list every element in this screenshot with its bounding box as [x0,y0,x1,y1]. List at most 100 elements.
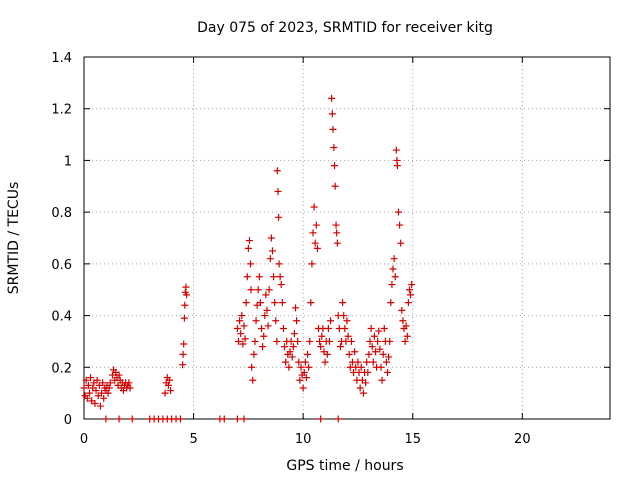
data-point [273,337,281,345]
chart-title: Day 075 of 2023, SRMTID for receiver kit… [197,20,493,36]
data-point [275,213,283,221]
data-point [396,221,404,229]
data-point [306,337,314,345]
data-point [332,221,340,229]
data-point [272,317,280,325]
data-point [83,394,91,402]
data-point [367,325,375,332]
data-point [237,330,245,338]
data-point [343,317,351,325]
data-point [398,306,406,314]
x-tick-label: 20 [514,432,531,447]
data-point [397,239,405,247]
data-point [255,273,263,281]
data-point [265,286,273,294]
data-point [238,312,246,320]
data-point [328,94,336,102]
data-point [264,322,272,330]
data-point [347,337,355,345]
data-point [249,376,257,384]
axis-ticks [83,56,610,420]
data-point [390,255,398,263]
data-point [98,389,106,397]
data-point [339,299,347,307]
data-point [382,358,390,366]
data-point [313,244,321,252]
data-point [345,350,353,358]
data-point [323,350,331,358]
data-point [354,358,362,366]
data-point [317,343,325,351]
data-point [252,317,260,325]
data-point [179,350,187,358]
data-point [318,332,326,340]
data-point [301,358,309,366]
data-point [308,260,316,268]
data-point [82,376,90,384]
data-point [262,291,270,299]
data-point [333,229,341,237]
data-point [392,146,400,154]
data-point [182,283,190,291]
data-point [341,325,349,332]
data-point [376,345,384,353]
data-point [266,255,274,263]
data-point [161,389,169,397]
data-point [106,379,114,387]
data-point [305,363,313,371]
data-point [180,314,188,322]
data-point [275,260,283,268]
data-point [321,358,329,366]
data-point [167,387,175,395]
data-point [375,327,383,335]
data-point [281,343,289,351]
data-point [164,381,172,389]
grid-lines [84,57,610,419]
data-point [368,343,376,351]
data-point [278,299,286,307]
data-point [87,374,95,382]
data-point [268,247,276,255]
data-point [395,208,403,216]
data-point [233,415,241,423]
data-point [256,299,264,307]
x-tick-label: 5 [189,432,197,447]
x-tick-label: 15 [404,432,421,447]
data-point [100,394,108,402]
data-point [379,350,387,358]
data-point [401,337,409,345]
data-point [102,415,110,423]
y-tick-label: 0.4 [51,310,72,325]
data-point [407,291,415,299]
x-tick-label: 0 [80,432,88,447]
data-point [290,330,298,338]
data-point [282,358,290,366]
data-point [385,353,393,361]
data-point [364,368,372,376]
data-point [85,389,93,397]
data-point [402,322,410,330]
data-point [389,265,397,273]
data-point [362,379,370,387]
data-point [403,332,411,340]
data-point [220,415,228,423]
data-point [311,239,319,247]
data-point [334,415,342,423]
x-tick-label: 10 [295,432,312,447]
data-point [179,361,187,369]
data-point [328,110,336,118]
data-point [336,343,344,351]
data-point [356,384,364,392]
data-point [236,317,244,325]
data-point [241,335,249,343]
data-point [388,281,396,289]
data-point [295,358,303,366]
data-point [254,286,262,294]
y-tick-label: 0 [64,413,72,428]
data-point [357,363,365,371]
y-tick-label: 0.8 [51,206,72,221]
data-point [304,350,312,358]
data-point [243,273,251,281]
data-point [404,299,412,307]
